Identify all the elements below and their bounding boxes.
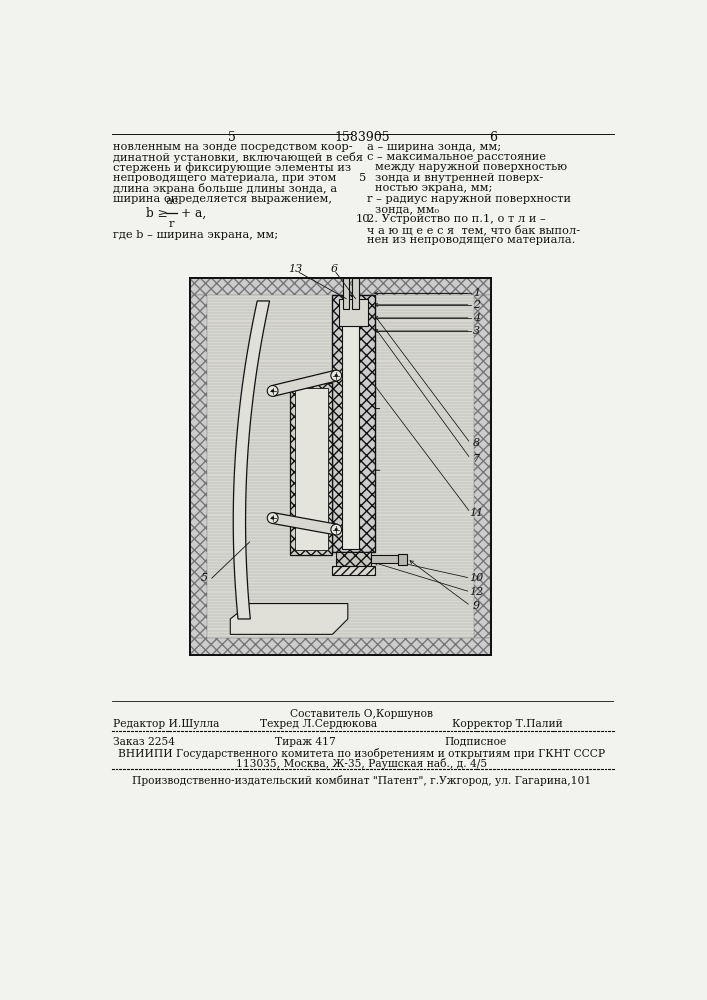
Text: новленным на зонде посредством коор-: новленным на зонде посредством коор- <box>113 142 353 152</box>
Text: c – максимальное расстояние: c – максимальное расстояние <box>368 152 547 162</box>
Text: 8: 8 <box>473 438 480 448</box>
Text: Составитель О,Коршунов: Составитель О,Коршунов <box>291 709 433 719</box>
Text: 10: 10 <box>356 214 370 224</box>
Text: зонда и внутренней поверх-: зонда и внутренней поверх- <box>375 173 543 183</box>
Text: 13: 13 <box>288 264 303 274</box>
Bar <box>332 566 375 575</box>
Text: стержень и фиксирующие элементы из: стержень и фиксирующие элементы из <box>113 162 351 173</box>
Bar <box>290 383 332 555</box>
Text: r – радиус наружной поверхности: r – радиус наружной поверхности <box>368 194 571 204</box>
Bar <box>337 552 371 566</box>
Text: ac: ac <box>165 196 178 206</box>
Bar <box>190 278 491 295</box>
Bar <box>190 278 491 655</box>
Text: зонда, мм₀: зонда, мм₀ <box>375 204 439 214</box>
Text: Тираж 417: Тираж 417 <box>275 737 336 747</box>
Text: 2. Устройство по п.1, о т л и –: 2. Устройство по п.1, о т л и – <box>368 214 546 224</box>
Polygon shape <box>233 301 269 619</box>
Text: длина экрана больше длины зонда, а: длина экрана больше длины зонда, а <box>113 183 337 194</box>
Bar <box>341 302 358 549</box>
Text: 5: 5 <box>201 573 208 583</box>
Text: 3: 3 <box>473 326 480 336</box>
Bar <box>474 295 491 638</box>
Circle shape <box>267 386 278 396</box>
Circle shape <box>271 516 274 520</box>
Text: ВНИИПИ Государственного комитета по изобретениям и открытиям при ГКНТ СССР: ВНИИПИ Государственного комитета по изоб… <box>118 748 605 759</box>
Polygon shape <box>271 513 337 535</box>
Text: Производственно-издательский комбинат "Патент", г.Ужгород, ул. Гагарина,101: Производственно-издательский комбинат "П… <box>132 775 592 786</box>
Bar <box>339 299 368 326</box>
Bar <box>190 295 207 638</box>
Text: динатной установки, включающей в себя: динатной установки, включающей в себя <box>113 152 363 163</box>
Bar <box>295 388 328 550</box>
Text: b ≥: b ≥ <box>146 207 168 220</box>
Text: 5: 5 <box>359 173 366 183</box>
Text: нен из непроводящего материала.: нен из непроводящего материала. <box>368 235 575 245</box>
Text: 10: 10 <box>469 573 484 583</box>
Bar <box>332 295 375 552</box>
Text: 4: 4 <box>473 313 480 323</box>
Circle shape <box>267 513 278 523</box>
Text: 6: 6 <box>490 131 498 144</box>
Bar <box>190 638 491 655</box>
Bar <box>190 278 491 655</box>
Text: 6: 6 <box>331 264 338 274</box>
Circle shape <box>331 524 341 535</box>
Text: где b – ширина экрана, мм;: где b – ширина экрана, мм; <box>113 230 279 240</box>
Text: 2: 2 <box>473 300 480 310</box>
Text: 9: 9 <box>473 601 480 611</box>
Text: ч а ю щ е е с я  тем, что бак выпол-: ч а ю щ е е с я тем, что бак выпол- <box>368 225 580 236</box>
Bar <box>352 278 358 309</box>
Polygon shape <box>271 370 337 396</box>
Text: 12: 12 <box>469 587 484 597</box>
Circle shape <box>334 528 338 531</box>
Text: 7: 7 <box>473 454 480 464</box>
Text: Техред Л.Сердюкова: Техред Л.Сердюкова <box>259 719 377 729</box>
Text: 113035, Москва, Ж-35, Раушская наб., д. 4/5: 113035, Москва, Ж-35, Раушская наб., д. … <box>236 758 488 769</box>
Circle shape <box>334 374 338 377</box>
Text: 11: 11 <box>469 508 484 518</box>
Polygon shape <box>230 604 348 634</box>
Bar <box>371 555 398 563</box>
Bar <box>343 278 349 309</box>
Text: между наружной поверхностью: между наружной поверхностью <box>375 162 567 172</box>
Text: ширина определяется выражением,: ширина определяется выражением, <box>113 194 332 204</box>
Text: 1: 1 <box>473 288 480 298</box>
Text: + a,: + a, <box>181 207 206 220</box>
Text: a – ширина зонда, мм;: a – ширина зонда, мм; <box>368 142 501 152</box>
Text: ностью экрана, мм;: ностью экрана, мм; <box>375 183 492 193</box>
Text: Корректор Т.Палий: Корректор Т.Палий <box>452 719 563 729</box>
Text: 1583905: 1583905 <box>335 131 390 144</box>
Text: Подписное: Подписное <box>444 737 507 747</box>
Text: Редактор И.Шулла: Редактор И.Шулла <box>113 719 220 729</box>
Circle shape <box>271 389 274 392</box>
Text: непроводящего материала, при этом: непроводящего материала, при этом <box>113 173 337 183</box>
Circle shape <box>331 370 341 381</box>
Bar <box>207 295 474 638</box>
Text: r: r <box>169 219 175 229</box>
Text: Заказ 2254: Заказ 2254 <box>113 737 175 747</box>
Text: 5: 5 <box>228 131 235 144</box>
Bar <box>398 554 407 565</box>
